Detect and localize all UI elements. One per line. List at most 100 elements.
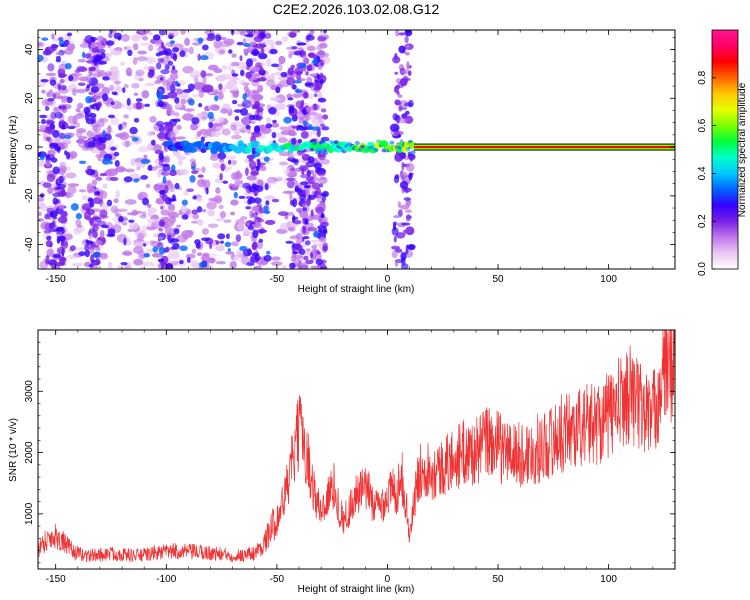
heatmap-cell [60,85,67,91]
heatmap-cell [145,56,157,64]
heatmap-cell [295,207,303,213]
heatmap-cell [97,155,102,162]
heatmap-cell [77,136,88,140]
heatmap-cell [173,124,178,133]
heatmap-cell [296,42,307,46]
heatmap-cell [174,182,180,190]
snr-y-axis-label: SNR (10 * v/v) [8,418,19,482]
heatmap-cell [162,175,167,184]
heatmap-cell [225,233,230,240]
heatmap-cell [108,47,116,52]
heatmap-cell [233,31,242,35]
heatmap-cell [308,194,316,200]
heatmap-cell [242,93,248,101]
heatmap-cell [217,91,224,100]
heatmap-cell [215,126,225,131]
heatmap-cell [57,68,66,76]
colorbar-label: Normalized spectral amplitude [737,82,748,217]
heatmap-x-tick-label: 100 [600,274,617,285]
heatmap-cell [320,62,324,66]
heatmap-cell [186,188,195,193]
heatmap-cell [248,158,254,162]
heatmap-cell [218,49,225,54]
heatmap-cell [397,94,403,98]
heatmap-cell [170,69,178,75]
heatmap-cell [316,73,320,80]
heatmap-y-tick-label: 20 [24,92,35,104]
heatmap-cell [319,43,328,48]
heatmap-cell [191,117,200,125]
colorbar-tick-label: 0.2 [697,214,708,228]
heatmap-cell [44,46,51,56]
heatmap-cell [45,240,53,248]
heatmap-cell [72,88,77,96]
heatmap-y-tick-label: -20 [24,188,35,203]
heatmap-cell [159,189,166,195]
heatmap-cell [90,149,101,154]
heatmap-cell [180,30,187,35]
heatmap-cell [392,113,399,121]
heatmap-cell [147,211,154,218]
heatmap-cell [400,171,408,181]
heatmap-cell [168,34,174,40]
heatmap-cell [289,262,296,269]
heatmap-cell [251,105,257,110]
heatmap-cell [54,111,63,119]
heatmap-cell [232,159,238,166]
heatmap-cell [201,84,214,93]
heatmap-cell [113,198,119,204]
heatmap-cell [201,228,210,235]
snr-frame [37,329,676,570]
heatmap-cell [183,108,195,112]
heatmap-cell [208,253,218,257]
heatmap-cell [392,221,398,226]
heatmap-cell [220,163,225,172]
heatmap-cell [274,71,282,76]
heatmap-cell [196,206,203,213]
heatmap-cell [102,157,111,165]
heatmap-cell [76,128,87,134]
heatmap-cell [405,209,412,213]
heatmap-cell [102,183,108,189]
heatmap-cell [290,159,299,163]
heatmap-cell [192,195,197,200]
heatmap-cell [60,188,66,197]
heatmap-cell [57,83,62,91]
heatmap-cell [254,265,262,269]
heatmap-cell [48,228,58,232]
heatmap-cell [290,137,297,145]
heatmap-cell [78,189,87,193]
heatmap-cell [258,52,268,60]
heatmap-cell [317,128,321,137]
heatmap-cell [179,50,186,57]
colorbar-gradient [711,29,739,270]
heatmap-cell [409,153,414,163]
heatmap-cell [294,89,303,94]
heatmap-cell [113,80,121,85]
heatmap-cell [217,152,227,160]
heatmap-cell [171,118,181,122]
heatmap-cell [143,154,148,160]
heatmap-cell [392,55,401,64]
heatmap-cell [189,175,196,183]
colorbar-tick-label: 0.8 [697,70,708,84]
heatmap-cell [247,226,255,231]
heatmap-cell [259,165,267,172]
heatmap-cell [393,175,400,184]
heatmap-cell [198,90,205,99]
heatmap-cell [102,86,110,95]
heatmap-cell [286,177,296,182]
heatmap-cell [67,193,74,198]
heatmap-cell [54,261,65,267]
heatmap-cell [107,125,112,134]
heatmap-cell [219,173,223,181]
heatmap-cell [303,91,309,99]
carrier-line-core [414,146,675,149]
heatmap-cell [62,137,71,144]
heatmap-cell [106,168,118,177]
heatmap-cell [166,104,173,112]
heatmap-cell [45,258,50,265]
heatmap-cell [233,191,238,199]
heatmap-cell [283,190,296,194]
